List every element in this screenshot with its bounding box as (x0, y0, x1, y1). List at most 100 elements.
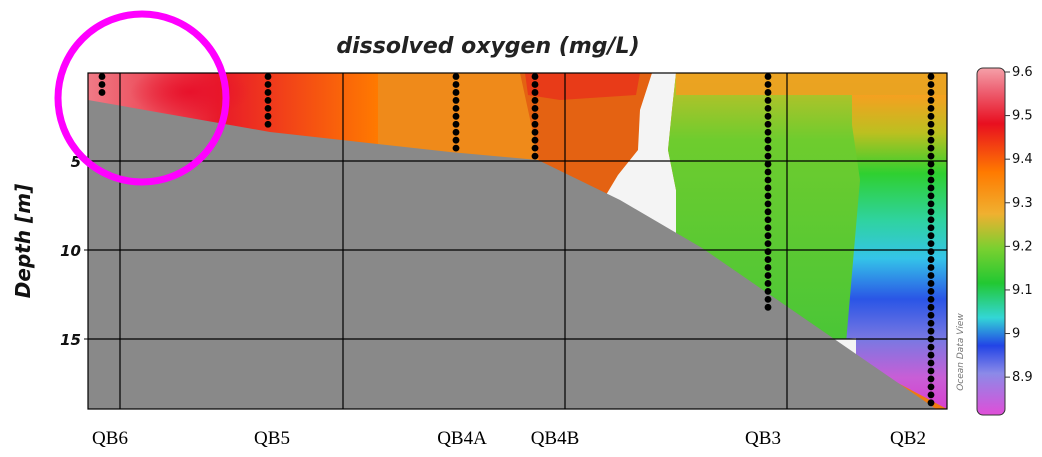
sample-point-qb2 (927, 152, 935, 160)
sample-point-qb3 (764, 248, 772, 256)
sample-point-qb2 (927, 89, 935, 96)
sample-point-qb2 (927, 256, 935, 263)
sample-point-qb3 (764, 280, 772, 287)
field-red-core (130, 73, 250, 118)
sample-point-qb3 (764, 232, 772, 240)
highlight-circle (54, 10, 230, 186)
station-label-qb4b: QB4B (531, 428, 580, 449)
sample-point-qb2 (927, 144, 935, 152)
field-qb2-gradient (845, 95, 947, 409)
sample-point-qb2 (927, 73, 935, 80)
sample-point-qb2 (927, 168, 935, 176)
sample-point-qb3 (764, 73, 772, 80)
sample-point-qb2 (927, 272, 935, 279)
colorbar-tick-label: 9.2 (1012, 239, 1033, 254)
sample-point-qb2 (927, 295, 935, 303)
sample-point-qb4a (452, 97, 460, 104)
sample-point-qb3 (764, 272, 772, 279)
sample-point-qb6 (98, 89, 106, 96)
sample-point-qb4b (531, 112, 539, 120)
sample-point-qb2 (927, 136, 935, 144)
sample-point-qb4b (531, 89, 539, 96)
sample-point-qb3 (764, 89, 772, 96)
sample-point-qb3 (764, 192, 772, 200)
colorbar-ticks: 9.6 9.5 9.4 9.3 9.2 9.1 9 8.9 (1005, 65, 1033, 385)
y-axis-label: Depth [m] (11, 184, 35, 298)
y-tick-15: 15 (60, 331, 81, 349)
colorbar: 9.6 9.5 9.4 9.3 9.2 9.1 9 8.9 (976, 65, 1033, 416)
sample-point-qb4b (531, 81, 539, 88)
sample-point-qb3 (764, 224, 772, 232)
sample-point-qb2 (927, 192, 935, 200)
sample-point-qb6 (98, 73, 106, 80)
sample-point-qb3 (764, 264, 772, 271)
grid-lines (88, 73, 947, 409)
sample-points (98, 73, 935, 407)
sample-point-qb3 (764, 97, 772, 104)
sample-point-qb5 (264, 112, 272, 120)
station-label-qb5: QB5 (254, 428, 290, 449)
sample-point-qb2 (927, 232, 935, 240)
sample-point-qb6 (98, 81, 106, 88)
sample-point-qb3 (764, 295, 772, 303)
field-qb4b-red-top (525, 73, 640, 100)
sample-point-qb2 (927, 383, 935, 391)
sample-point-qb2 (927, 128, 935, 136)
sample-point-qb4b (531, 144, 539, 152)
colorbar-gradient (976, 67, 1006, 416)
colorbar-tick-label: 9.5 (1012, 109, 1033, 124)
sample-point-qb2 (927, 264, 935, 271)
sample-point-qb2 (927, 327, 935, 335)
sample-point-qb4a (452, 73, 460, 80)
station-label-qb4a: QB4A (437, 428, 487, 449)
sample-point-qb4b (531, 152, 539, 160)
sample-point-qb3 (764, 256, 772, 263)
sample-point-qb2 (927, 81, 935, 88)
y-tick-10: 10 (60, 242, 81, 260)
sample-point-qb2 (927, 104, 935, 112)
sample-point-qb2 (927, 359, 935, 367)
sample-point-qb3 (764, 200, 772, 208)
sample-point-qb2 (927, 184, 935, 192)
sample-point-qb5 (264, 97, 272, 104)
sample-point-qb2 (927, 97, 935, 104)
colorbar-tick-label: 8.9 (1012, 370, 1033, 385)
sample-point-qb3 (764, 240, 772, 248)
sample-point-qb4a (452, 136, 460, 144)
sample-point-qb5 (264, 81, 272, 88)
sample-point-qb2 (927, 200, 935, 208)
sample-point-qb4b (531, 136, 539, 144)
sample-point-qb3 (764, 184, 772, 192)
sample-point-qb3 (764, 144, 772, 152)
sample-point-qb3 (764, 81, 772, 88)
sample-point-qb2 (927, 343, 935, 351)
sample-point-qb3 (764, 152, 772, 160)
sample-point-qb3 (764, 208, 772, 216)
sample-point-qb2 (927, 399, 935, 407)
sample-point-qb4b (531, 128, 539, 136)
sample-point-qb4b (531, 104, 539, 112)
sample-point-qb4a (452, 144, 460, 152)
y-axis: 5 10 15 (60, 153, 88, 349)
sample-point-qb4b (531, 73, 539, 80)
plot-frame (87, 72, 948, 410)
sample-point-qb3 (764, 176, 772, 184)
sample-point-qb2 (927, 160, 935, 168)
sample-point-qb2 (927, 288, 935, 295)
sample-point-qb5 (264, 120, 272, 128)
sample-point-qb2 (927, 375, 935, 383)
colorbar-tick-label: 9.3 (1012, 196, 1033, 211)
sample-point-qb4b (531, 120, 539, 128)
sample-point-qb4a (452, 120, 460, 128)
station-label-qb6: QB6 (92, 428, 128, 449)
station-label-qb3: QB3 (745, 428, 781, 449)
sample-point-qb4b (531, 97, 539, 104)
field-qb3-top-yellow (676, 73, 947, 95)
sample-point-qb4a (452, 104, 460, 112)
colorbar-tick-label: 9.1 (1012, 283, 1033, 298)
sample-point-qb2 (927, 216, 935, 224)
sample-point-qb5 (264, 73, 272, 80)
sample-point-qb3 (764, 216, 772, 224)
sample-point-qb3 (764, 128, 772, 136)
